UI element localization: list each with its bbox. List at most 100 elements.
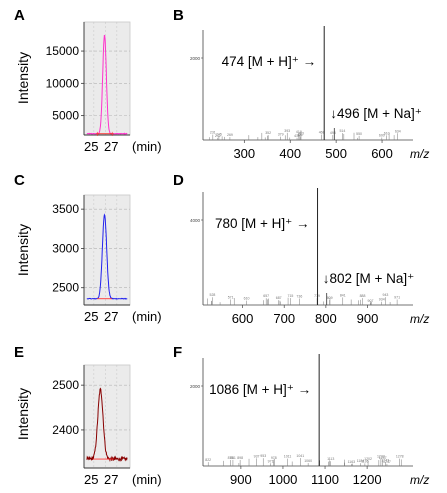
y-tick-label: 3000 <box>52 241 79 255</box>
chromatogram-panel-c: C 2500 3000 3500 Intensity 25 27 (min) <box>14 172 162 324</box>
baseline-marker: + <box>110 130 115 139</box>
plot-area <box>83 364 131 469</box>
panel-label: E <box>14 344 24 361</box>
x-tick-label: 1000 <box>268 472 297 487</box>
x-tick-label: 400 <box>279 146 301 161</box>
noise-peak-label: 231 <box>210 131 216 135</box>
y-tick-label: 2000 <box>190 384 201 389</box>
noise-peak-label: 1247 <box>383 460 391 464</box>
noise-peak-label: 687 <box>276 296 282 300</box>
plot-area <box>83 21 131 136</box>
main-ion-annotation: 1086 [M + H]⁺ → <box>209 382 311 397</box>
x-unit-label: m/z <box>410 147 429 161</box>
noise-peak-label: 888 <box>360 294 366 298</box>
y-tick-label: 2500 <box>52 378 79 392</box>
noise-peak-label: 1011 <box>284 455 292 459</box>
y-tick-label: 10000 <box>46 76 80 90</box>
noise-peak-label: 1184 <box>357 459 365 463</box>
noise-peak-label: 352 <box>265 131 271 135</box>
noise-peak-label: 978 <box>271 456 277 460</box>
y-tick-label: 3500 <box>52 202 79 216</box>
x-tick-label: 300 <box>233 146 255 161</box>
noise-peak-label: 715 <box>288 294 294 298</box>
noise-peak-label: 881 <box>230 456 236 460</box>
panel-label: F <box>173 344 182 361</box>
x-unit-label: (min) <box>132 472 162 487</box>
x-tick-label: 1100 <box>311 472 339 487</box>
chromatogram-trace <box>86 387 128 462</box>
y-axis-label: Intensity <box>15 224 31 276</box>
noise-peak-label: 514 <box>339 129 345 133</box>
y-tick-label: 4000 <box>190 218 201 223</box>
noise-peak-label: 245 <box>216 133 222 137</box>
x-tick-label: 800 <box>315 311 337 326</box>
x-tick-label: 900 <box>230 472 252 487</box>
noise-peak-label: 971 <box>394 295 400 299</box>
noise-peak-label: 736 <box>296 295 302 299</box>
x-tick-label: 500 <box>325 146 347 161</box>
x-tick-label: 900 <box>357 311 379 326</box>
chromatogram-trace <box>86 213 128 300</box>
noise-peak-label: 242 <box>215 134 221 138</box>
x-tick-label: 25 <box>84 139 98 154</box>
noise-peak-label: 550 <box>356 132 362 136</box>
panel-label: B <box>173 7 184 24</box>
noise-peak-label: 943 <box>383 293 389 297</box>
noise-peak-label: 528 <box>210 293 216 297</box>
noise-peak-label: 571 <box>228 295 234 299</box>
noise-peak-label: 468 <box>319 131 325 135</box>
noise-peak-label: 971 <box>268 459 274 463</box>
y-axis-label: Intensity <box>15 388 31 440</box>
x-unit-label: m/z <box>410 312 429 326</box>
noise-peak-label: 1195 <box>361 459 369 463</box>
x-tick-label: 25 <box>84 472 98 487</box>
y-axis-label: Intensity <box>15 52 31 104</box>
main-ion-annotation: 474 [M + H]⁺ → <box>222 54 317 69</box>
noise-peak-label: 937 <box>254 454 260 458</box>
x-tick-label: 600 <box>232 311 254 326</box>
panel-label: C <box>14 172 25 189</box>
noise-peak-label: 1163 <box>348 460 356 464</box>
x-tick-label: 1200 <box>353 472 382 487</box>
chromatogram-panel-e: E 2400 2500 Intensity 25 27 (min) <box>14 344 162 487</box>
noise-peak-label: 1113 <box>327 457 334 461</box>
x-tick-label: 27 <box>104 139 118 154</box>
noise-peak-label: 1060 <box>304 459 312 463</box>
noise-peak-label: 415 <box>294 134 300 138</box>
x-tick-label: 27 <box>104 309 118 324</box>
noise-peak-label: 379 <box>278 133 284 137</box>
mass-spectrum-panel-d: D 4000 600 700 800 900 m/z 715 943 571 934 610 736 84… <box>173 172 429 326</box>
noise-peak-label: 610 <box>384 131 390 135</box>
noise-peak-label: 809 <box>327 296 333 300</box>
noise-peak-label: 875 <box>228 456 234 460</box>
noise-peak-label: 393 <box>284 129 290 133</box>
noise-peak-label: 634 <box>395 129 401 133</box>
secondary-ion-annotation: ↓496 [M + Na]⁺ <box>330 106 422 121</box>
y-tick-label: 15000 <box>46 44 80 58</box>
y-tick-label: 5000 <box>52 109 79 123</box>
mass-spectrum-panel-b: B 2000 300 400 500 600 m/z 415 269 610 634 379 242 39… <box>173 7 429 161</box>
panel-label: A <box>14 7 25 24</box>
y-tick-label: 2000 <box>190 56 201 61</box>
y-tick-label: 2500 <box>52 281 79 295</box>
noise-peak-label: 610 <box>244 297 250 301</box>
secondary-ion-annotation: ↓802 [M + Na]⁺ <box>323 271 415 286</box>
x-tick-label: 700 <box>273 311 295 326</box>
noise-peak-label: 419 <box>296 130 302 134</box>
noise-peak-label: 493 <box>330 131 336 135</box>
noise-peak-label: 898 <box>237 456 243 460</box>
noise-peak-label: 934 <box>379 298 385 302</box>
noise-peak-label: 1041 <box>296 454 304 458</box>
noise-peak-label: 423 <box>298 132 304 136</box>
y-tick-label: 2400 <box>52 423 79 437</box>
chromatogram-panel-a: A 5000 10000 15000 + + Intensity 25 27 (min) <box>14 7 162 154</box>
x-tick-label: 27 <box>104 472 118 487</box>
chromatogram-trace <box>86 34 128 135</box>
noise-peak-label: 657 <box>263 294 269 298</box>
x-tick-label: 25 <box>84 309 98 324</box>
noise-peak-label: 1278 <box>396 455 404 459</box>
x-unit-label: (min) <box>132 139 162 154</box>
baseline-marker: + <box>95 130 100 139</box>
